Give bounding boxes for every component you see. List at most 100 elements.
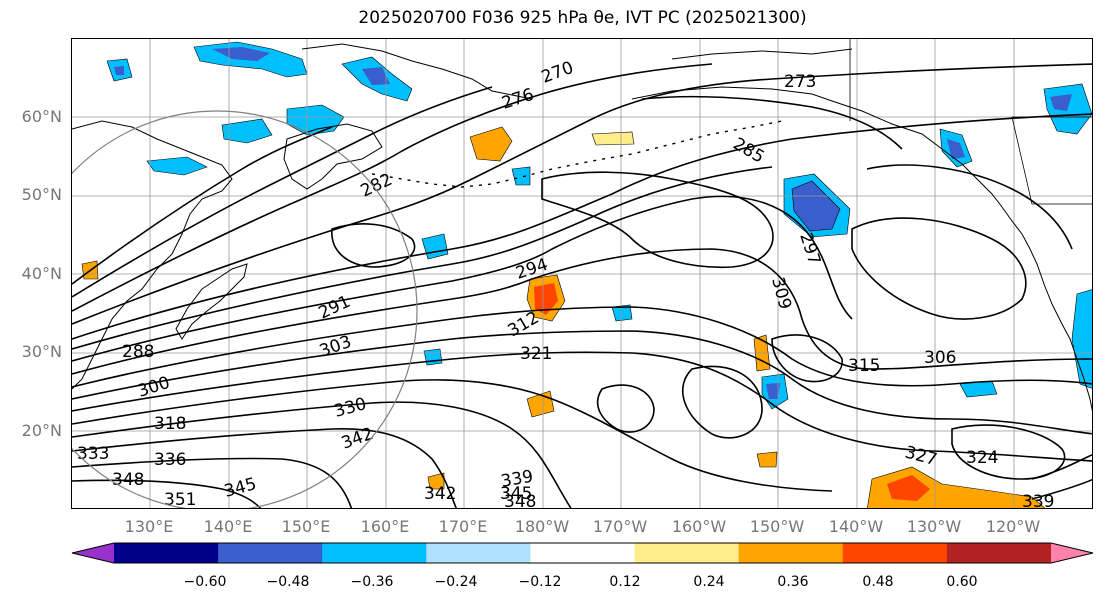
colorbar-segment: [842, 543, 948, 563]
contour-line: [1031, 478, 1092, 500]
lon-label-150e: 150°E: [281, 517, 331, 536]
colorbar-tick-label: −0.60: [183, 574, 227, 590]
contour-line: [72, 113, 1092, 340]
contour-line: [72, 351, 1092, 462]
coastline-alaska: [631, 86, 1003, 208]
ivt-negative-region: [286, 104, 345, 136]
coastline-siberia: [301, 43, 533, 100]
lon-label-150w: 150°W: [749, 517, 805, 536]
lat-label-60n: 60°N: [21, 107, 62, 126]
coastlines: [72, 39, 1092, 412]
contour-label-324: 324: [966, 448, 998, 468]
contour-label-336: 336: [154, 450, 186, 470]
ivt-negative-region: [1043, 83, 1092, 135]
contour-line: [72, 126, 333, 285]
contour-label-300: 300: [135, 373, 172, 402]
ivt-negative-region: [114, 66, 124, 75]
contour-line: [72, 86, 493, 298]
contour-line: [1031, 454, 1092, 480]
contour-label-315: 315: [848, 356, 880, 376]
ivt-negative-region: [221, 118, 273, 144]
contour-line: [951, 424, 1066, 480]
colorbar-tick-label: 0.60: [946, 574, 978, 590]
contour-label-351: 351: [164, 490, 196, 509]
colorbar-outline: [71, 542, 1094, 564]
lon-label-140e: 140°E: [203, 517, 253, 536]
colorbar-tick-label: 0.24: [693, 574, 725, 590]
contour-line: [641, 95, 903, 150]
contour-label-273: 273: [784, 72, 816, 92]
map-plot: 270 273 276 282 285 288 291 294 297 300 …: [72, 39, 1092, 509]
contour-label-339b: 339: [1022, 492, 1054, 509]
ivt-negative-region: [611, 304, 633, 322]
contour-label-348b: 348: [504, 492, 536, 509]
colorbar-segment: [322, 543, 427, 563]
contour-line: [866, 164, 1073, 250]
contour-label-330: 330: [332, 394, 369, 422]
colorbar-tick-label: 0.36: [777, 574, 809, 590]
coastline-alaska-north: [671, 48, 853, 60]
contour-line: [72, 330, 1092, 435]
ivt-negative-region: [511, 166, 531, 186]
contour-label-306: 306: [924, 348, 956, 368]
coastline-japan: [175, 263, 248, 340]
ivt-negative-region: [212, 47, 270, 61]
ivt-positive-region: [534, 283, 558, 315]
lat-label-20n: 20°N: [21, 421, 62, 440]
contour-label-288: 288: [122, 342, 154, 362]
lon-label-160e: 160°E: [360, 517, 410, 536]
contour-line: [72, 63, 1092, 325]
contour-label-309: 309: [767, 275, 795, 312]
coastline-asia: [72, 120, 233, 390]
colorbar-segment: [634, 543, 740, 563]
contour-line: [72, 306, 1092, 388]
contour-line: [72, 427, 458, 508]
colorbar-tick-label: −0.24: [434, 574, 478, 590]
lon-label-170e: 170°E: [438, 517, 488, 536]
contour-line: [72, 457, 353, 508]
colorbar-segment: [738, 543, 844, 563]
contour-label-318: 318: [154, 414, 186, 434]
contour-line: [851, 217, 1027, 320]
lon-label-140w: 140°W: [828, 517, 884, 536]
coastline-aleutians: [371, 120, 783, 188]
lon-label-180w: 180°W: [514, 517, 570, 536]
ivt-negative-region: [362, 67, 390, 85]
contour-label-270: 270: [539, 58, 576, 88]
contour-line: [771, 334, 843, 383]
lat-label-50n: 50°N: [21, 185, 62, 204]
coastline-north-america: [1001, 206, 1092, 412]
lon-label-130e: 130°E: [124, 517, 174, 536]
contour-label-342b: 342: [424, 484, 456, 504]
colorbar-segment: [530, 543, 636, 563]
contour-line: [331, 223, 416, 268]
colorbar-extend-min: [72, 543, 114, 563]
contour-line: [72, 248, 1092, 375]
contour-line: [681, 365, 763, 439]
lon-label-130w: 130°W: [906, 517, 962, 536]
radius-circle: [72, 110, 418, 508]
contour-line: [72, 195, 853, 362]
colorbar-segment: [946, 543, 1052, 563]
contour-label-345: 345: [222, 474, 259, 502]
colorbar: [71, 542, 1094, 564]
contour-label-348: 348: [112, 470, 144, 490]
contour-label-276: 276: [499, 85, 536, 114]
ivt-negative-region: [423, 348, 443, 366]
colorbar-tick-label: −0.36: [350, 574, 394, 590]
ivt-positive-region: [756, 451, 778, 468]
colorbar-segment: [218, 543, 323, 563]
colorbar-tick-label: 0.12: [609, 574, 641, 590]
colorbar-segment: [426, 543, 531, 563]
contour-line: [72, 63, 713, 312]
contour-line: [72, 379, 833, 492]
lon-label-160w: 160°W: [671, 517, 727, 536]
lat-label-40n: 40°N: [21, 264, 62, 283]
contour-label-327: 327: [903, 443, 940, 471]
contour-label-303: 303: [317, 332, 354, 362]
contour-line: [72, 479, 262, 508]
colorbar-tick-label: −0.48: [266, 574, 310, 590]
ivt-positive-region: [591, 131, 635, 146]
ivt-positive-region: [427, 472, 445, 490]
ivt-negative-region: [791, 180, 841, 232]
